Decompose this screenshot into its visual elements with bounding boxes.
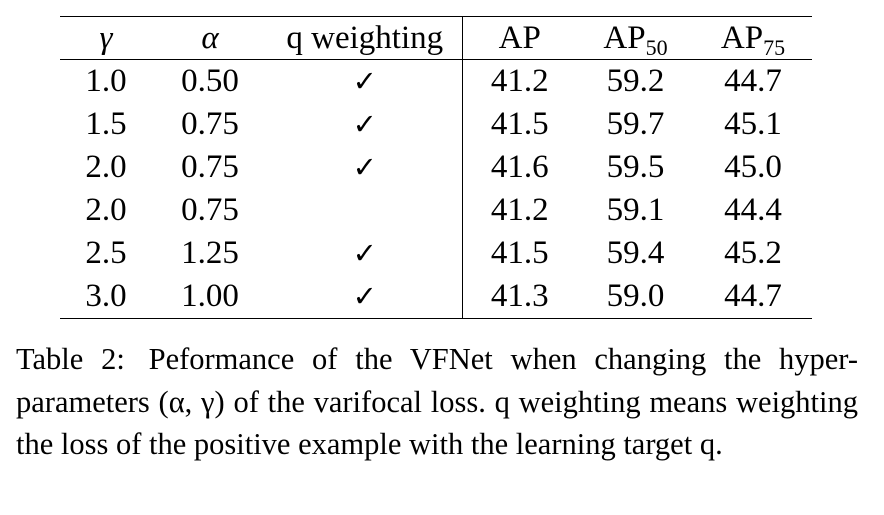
table-row: 2.0 0.75 41.2 59.1 44.4 xyxy=(60,189,812,232)
caption-label: Table 2: xyxy=(16,342,125,376)
cell-ap: 41.5 xyxy=(461,103,577,146)
cell-ap75: 45.0 xyxy=(724,149,782,185)
cell-ap75: 45.2 xyxy=(724,235,782,271)
cell-ap50: 59.1 xyxy=(606,192,665,228)
cell-alpha: 0.50 xyxy=(181,63,239,99)
cell-ap50: 59.4 xyxy=(606,235,665,271)
header-ap75-subscript: 75 xyxy=(763,34,786,60)
cell-ap: 41.2 xyxy=(461,59,577,103)
cell-ap50: 59.7 xyxy=(606,106,665,142)
check-icon: ✓ xyxy=(352,150,377,184)
check-icon: ✓ xyxy=(352,236,377,270)
cell-gamma: 2.5 xyxy=(85,235,127,271)
cell-gamma: 1.0 xyxy=(85,63,127,99)
cell-ap50: 59.5 xyxy=(606,149,665,185)
cell-gamma: 2.0 xyxy=(85,149,127,185)
cell-ap: 41.5 xyxy=(461,232,577,275)
results-table: γ α q weighting AP AP50 AP75 1.0 0.50 ✓ … xyxy=(60,16,812,319)
caption-text: Peformance of the VFNet when changing th… xyxy=(16,342,859,461)
cell-ap50: 59.2 xyxy=(606,63,665,99)
header-ap50-subscript: 50 xyxy=(645,34,668,60)
cell-ap-best: 41.6 xyxy=(461,146,577,189)
cell-ap: 41.2 xyxy=(461,189,577,232)
table-row: 1.5 0.75 ✓ 41.5 59.7 45.1 xyxy=(60,103,812,146)
header-ap: AP xyxy=(461,16,577,60)
results-table-container: γ α q weighting AP AP50 AP75 1.0 0.50 ✓ … xyxy=(60,16,812,319)
cell-ap: 41.3 xyxy=(461,275,577,319)
header-ap50-base: AP xyxy=(603,19,646,56)
cell-alpha: 0.75 xyxy=(181,149,239,185)
check-icon: ✓ xyxy=(352,279,377,313)
header-q-weighting: q weighting xyxy=(286,19,444,56)
table-row: 3.0 1.00 ✓ 41.3 59.0 44.7 xyxy=(60,275,812,319)
table-row: 2.0 0.75 ✓ 41.6 59.5 45.0 xyxy=(60,146,812,189)
cell-gamma: 1.5 xyxy=(85,106,127,142)
cell-gamma: 3.0 xyxy=(85,278,127,314)
header-ap50: AP50 xyxy=(577,17,694,60)
cell-gamma: 2.0 xyxy=(85,192,127,228)
header-ap75: AP75 xyxy=(694,17,812,60)
table-row: 1.0 0.50 ✓ 41.2 59.2 44.7 xyxy=(60,59,812,103)
cell-alpha: 1.25 xyxy=(181,235,239,271)
table-header-row: γ α q weighting AP AP50 AP75 xyxy=(60,16,812,60)
cell-alpha: 1.00 xyxy=(181,278,239,314)
cell-ap75: 45.1 xyxy=(724,106,782,142)
cell-ap50: 59.0 xyxy=(606,278,665,314)
cell-ap75: 44.4 xyxy=(724,192,782,228)
cell-ap75: 44.7 xyxy=(724,278,782,314)
header-gamma: γ xyxy=(99,19,113,56)
cell-alpha: 0.75 xyxy=(181,106,239,142)
table-caption: Table 2: Peformance of the VFNet when ch… xyxy=(16,338,858,466)
check-icon: ✓ xyxy=(352,64,377,98)
header-ap75-base: AP xyxy=(720,19,764,56)
header-alpha: α xyxy=(201,19,219,56)
cell-alpha: 0.75 xyxy=(181,192,239,228)
check-icon: ✓ xyxy=(352,107,377,141)
table-row: 2.5 1.25 ✓ 41.5 59.4 45.2 xyxy=(60,232,812,275)
cell-ap75: 44.7 xyxy=(724,63,782,99)
cell-q-weighting-empty xyxy=(268,189,462,232)
